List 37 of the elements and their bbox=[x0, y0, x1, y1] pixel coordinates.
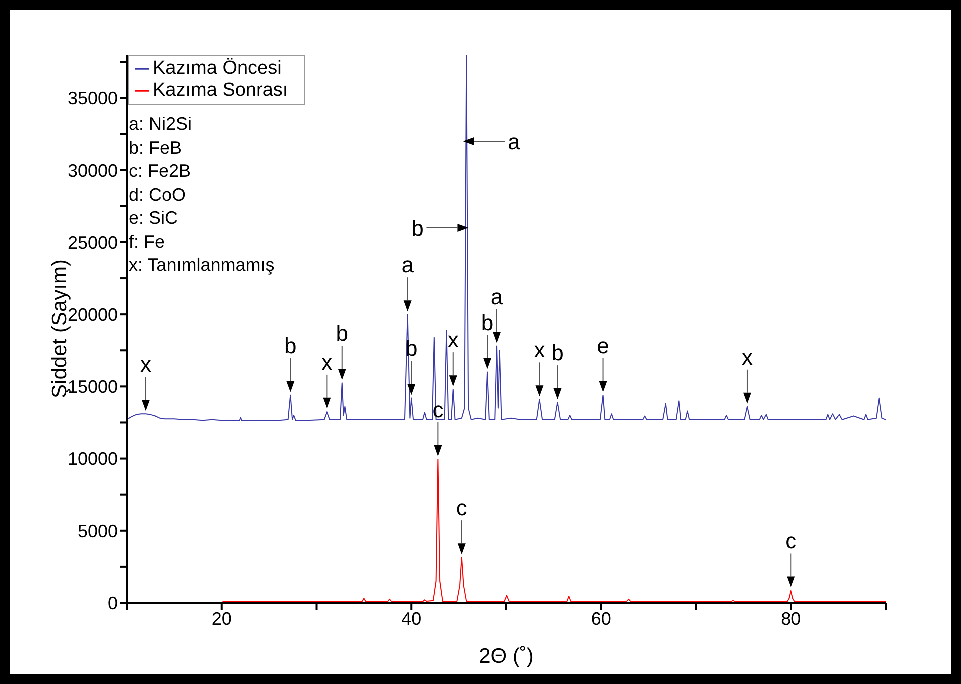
annotation: a bbox=[490, 284, 504, 310]
legend-label: Kazıma Sonrası bbox=[153, 80, 288, 101]
annotation: c bbox=[786, 528, 797, 554]
legend-label: Kazıma Öncesi bbox=[153, 58, 282, 79]
y-tick-label: 0 bbox=[108, 593, 118, 614]
annotation: b bbox=[336, 321, 348, 346]
annotation: a bbox=[402, 252, 415, 278]
x-tick-label: 60 bbox=[591, 608, 612, 629]
y-tick-label: 10000 bbox=[68, 449, 118, 470]
annotation: x: Tanımlanmamış bbox=[129, 254, 275, 277]
x-tick-label: 20 bbox=[212, 608, 232, 629]
annotation: b bbox=[481, 310, 494, 336]
x-tick-label: 80 bbox=[781, 608, 802, 629]
annotation: b bbox=[412, 216, 424, 242]
annotation: x bbox=[448, 328, 459, 353]
annotation: b bbox=[552, 340, 564, 366]
annotation: x bbox=[322, 350, 333, 375]
annotation: c bbox=[456, 496, 468, 521]
annotation: e bbox=[597, 333, 610, 358]
y-tick-label: 5000 bbox=[78, 521, 118, 542]
y-tick-label: 30000 bbox=[68, 160, 118, 181]
x-axis-title: 2Θ (˚) bbox=[479, 645, 534, 668]
annotation: e: SiC bbox=[129, 207, 180, 230]
y-tick-label: 35000 bbox=[68, 88, 118, 109]
x-tick-label: 40 bbox=[402, 608, 422, 629]
annotation: b: FeB bbox=[129, 136, 184, 160]
line-series bbox=[127, 55, 886, 422]
annotation: a bbox=[508, 130, 522, 155]
annotation: d: CoO bbox=[129, 184, 188, 206]
annotation: c: Fe2B bbox=[129, 160, 192, 183]
annotation: f: Fe bbox=[129, 230, 166, 254]
annotation: x bbox=[140, 352, 152, 378]
annotation: x bbox=[742, 344, 753, 370]
annotation: x bbox=[534, 338, 546, 363]
annotation: b bbox=[284, 333, 297, 358]
y-tick-label: 25000 bbox=[68, 232, 118, 253]
annotation: a: Ni2Si bbox=[129, 113, 194, 136]
